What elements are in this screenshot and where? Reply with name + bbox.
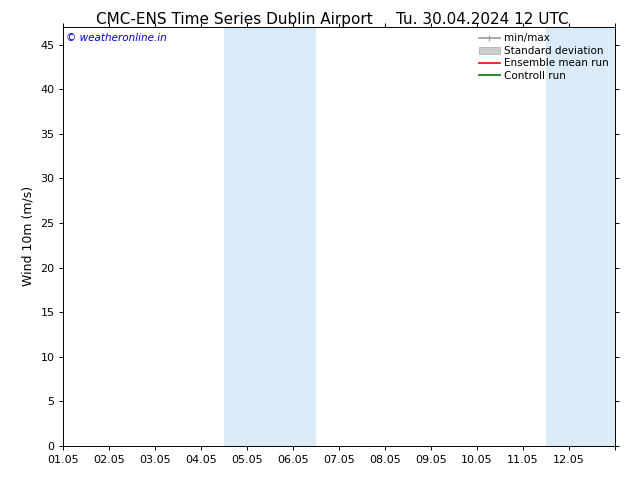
- Y-axis label: Wind 10m (m/s): Wind 10m (m/s): [22, 186, 35, 287]
- Text: Tu. 30.04.2024 12 UTC: Tu. 30.04.2024 12 UTC: [396, 12, 568, 27]
- Bar: [224, 27, 316, 446]
- Text: CMC-ENS Time Series Dublin Airport: CMC-ENS Time Series Dublin Airport: [96, 12, 373, 27]
- Legend: min/max, Standard deviation, Ensemble mean run, Controll run: min/max, Standard deviation, Ensemble me…: [476, 30, 612, 84]
- Text: © weatheronline.in: © weatheronline.in: [66, 33, 167, 43]
- Bar: [546, 27, 634, 446]
